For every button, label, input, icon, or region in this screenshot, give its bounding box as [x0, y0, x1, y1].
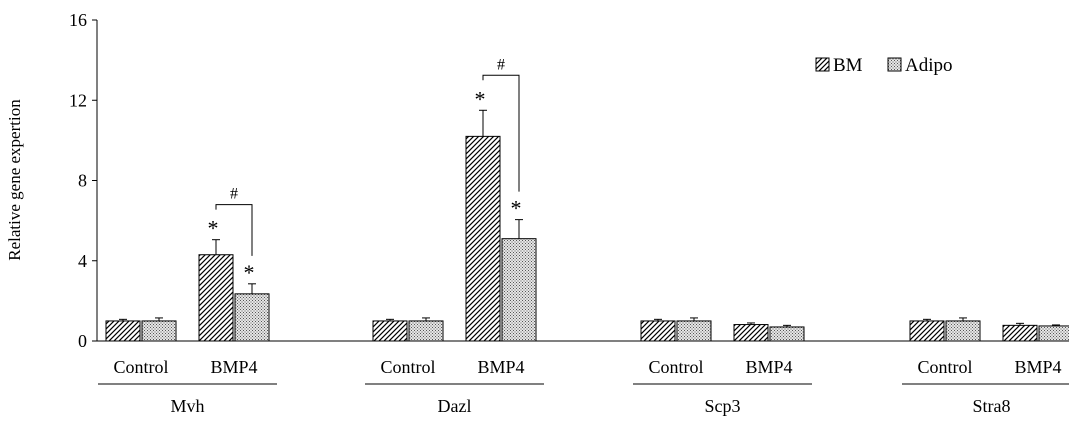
bar — [676, 320, 712, 342]
legend-swatch — [887, 57, 902, 72]
condition-label: Control — [380, 357, 435, 377]
significance-hash: # — [230, 186, 238, 203]
significance-annotations: * * # * * # — [208, 56, 522, 285]
bar — [733, 324, 769, 342]
significance-star: * — [475, 86, 486, 111]
y-tick-label: 16 — [69, 10, 87, 30]
condition-label: BMP4 — [477, 357, 524, 377]
significance-hash: # — [497, 56, 505, 73]
y-tick-label: 4 — [78, 251, 87, 271]
bar — [234, 293, 270, 342]
y-tick-label: 0 — [78, 331, 87, 351]
bar — [501, 238, 537, 342]
y-tick-label: 8 — [78, 171, 87, 191]
gene-label: Stra8 — [973, 396, 1011, 416]
legend-swatch — [815, 57, 830, 72]
gene-label: Dazl — [438, 396, 472, 416]
condition-label: BMP4 — [745, 357, 792, 377]
condition-label: BMP4 — [210, 357, 257, 377]
y-tick-label: 12 — [69, 90, 87, 110]
bar — [408, 320, 444, 342]
bar — [640, 320, 676, 342]
significance-star: * — [208, 216, 219, 241]
significance-star: * — [244, 260, 255, 285]
significance-bracket — [482, 74, 520, 192]
bar — [141, 320, 177, 342]
significance-bracket — [215, 204, 253, 256]
condition-label: Control — [113, 357, 168, 377]
legend: BM Adipo — [815, 55, 953, 76]
significance-star: * — [511, 196, 522, 221]
bar — [372, 320, 408, 342]
bar — [465, 135, 501, 342]
condition-label: BMP4 — [1014, 357, 1061, 377]
gene-label: Mvh — [170, 396, 204, 416]
condition-label: Control — [648, 357, 703, 377]
bar — [909, 320, 945, 342]
bars-layer — [105, 109, 1069, 342]
y-axis: 0 4 8 12 16 — [69, 10, 98, 351]
gene-label: Scp3 — [705, 396, 741, 416]
bar — [1038, 325, 1069, 342]
bar — [105, 320, 141, 342]
bar — [198, 254, 234, 342]
bar — [1002, 324, 1038, 342]
bar — [769, 326, 805, 342]
legend-label: Adipo — [905, 55, 953, 76]
legend-label: BM — [833, 55, 863, 76]
bar — [945, 320, 981, 342]
y-axis-label: Relative gene expertion — [5, 99, 24, 261]
condition-label: Control — [917, 357, 972, 377]
